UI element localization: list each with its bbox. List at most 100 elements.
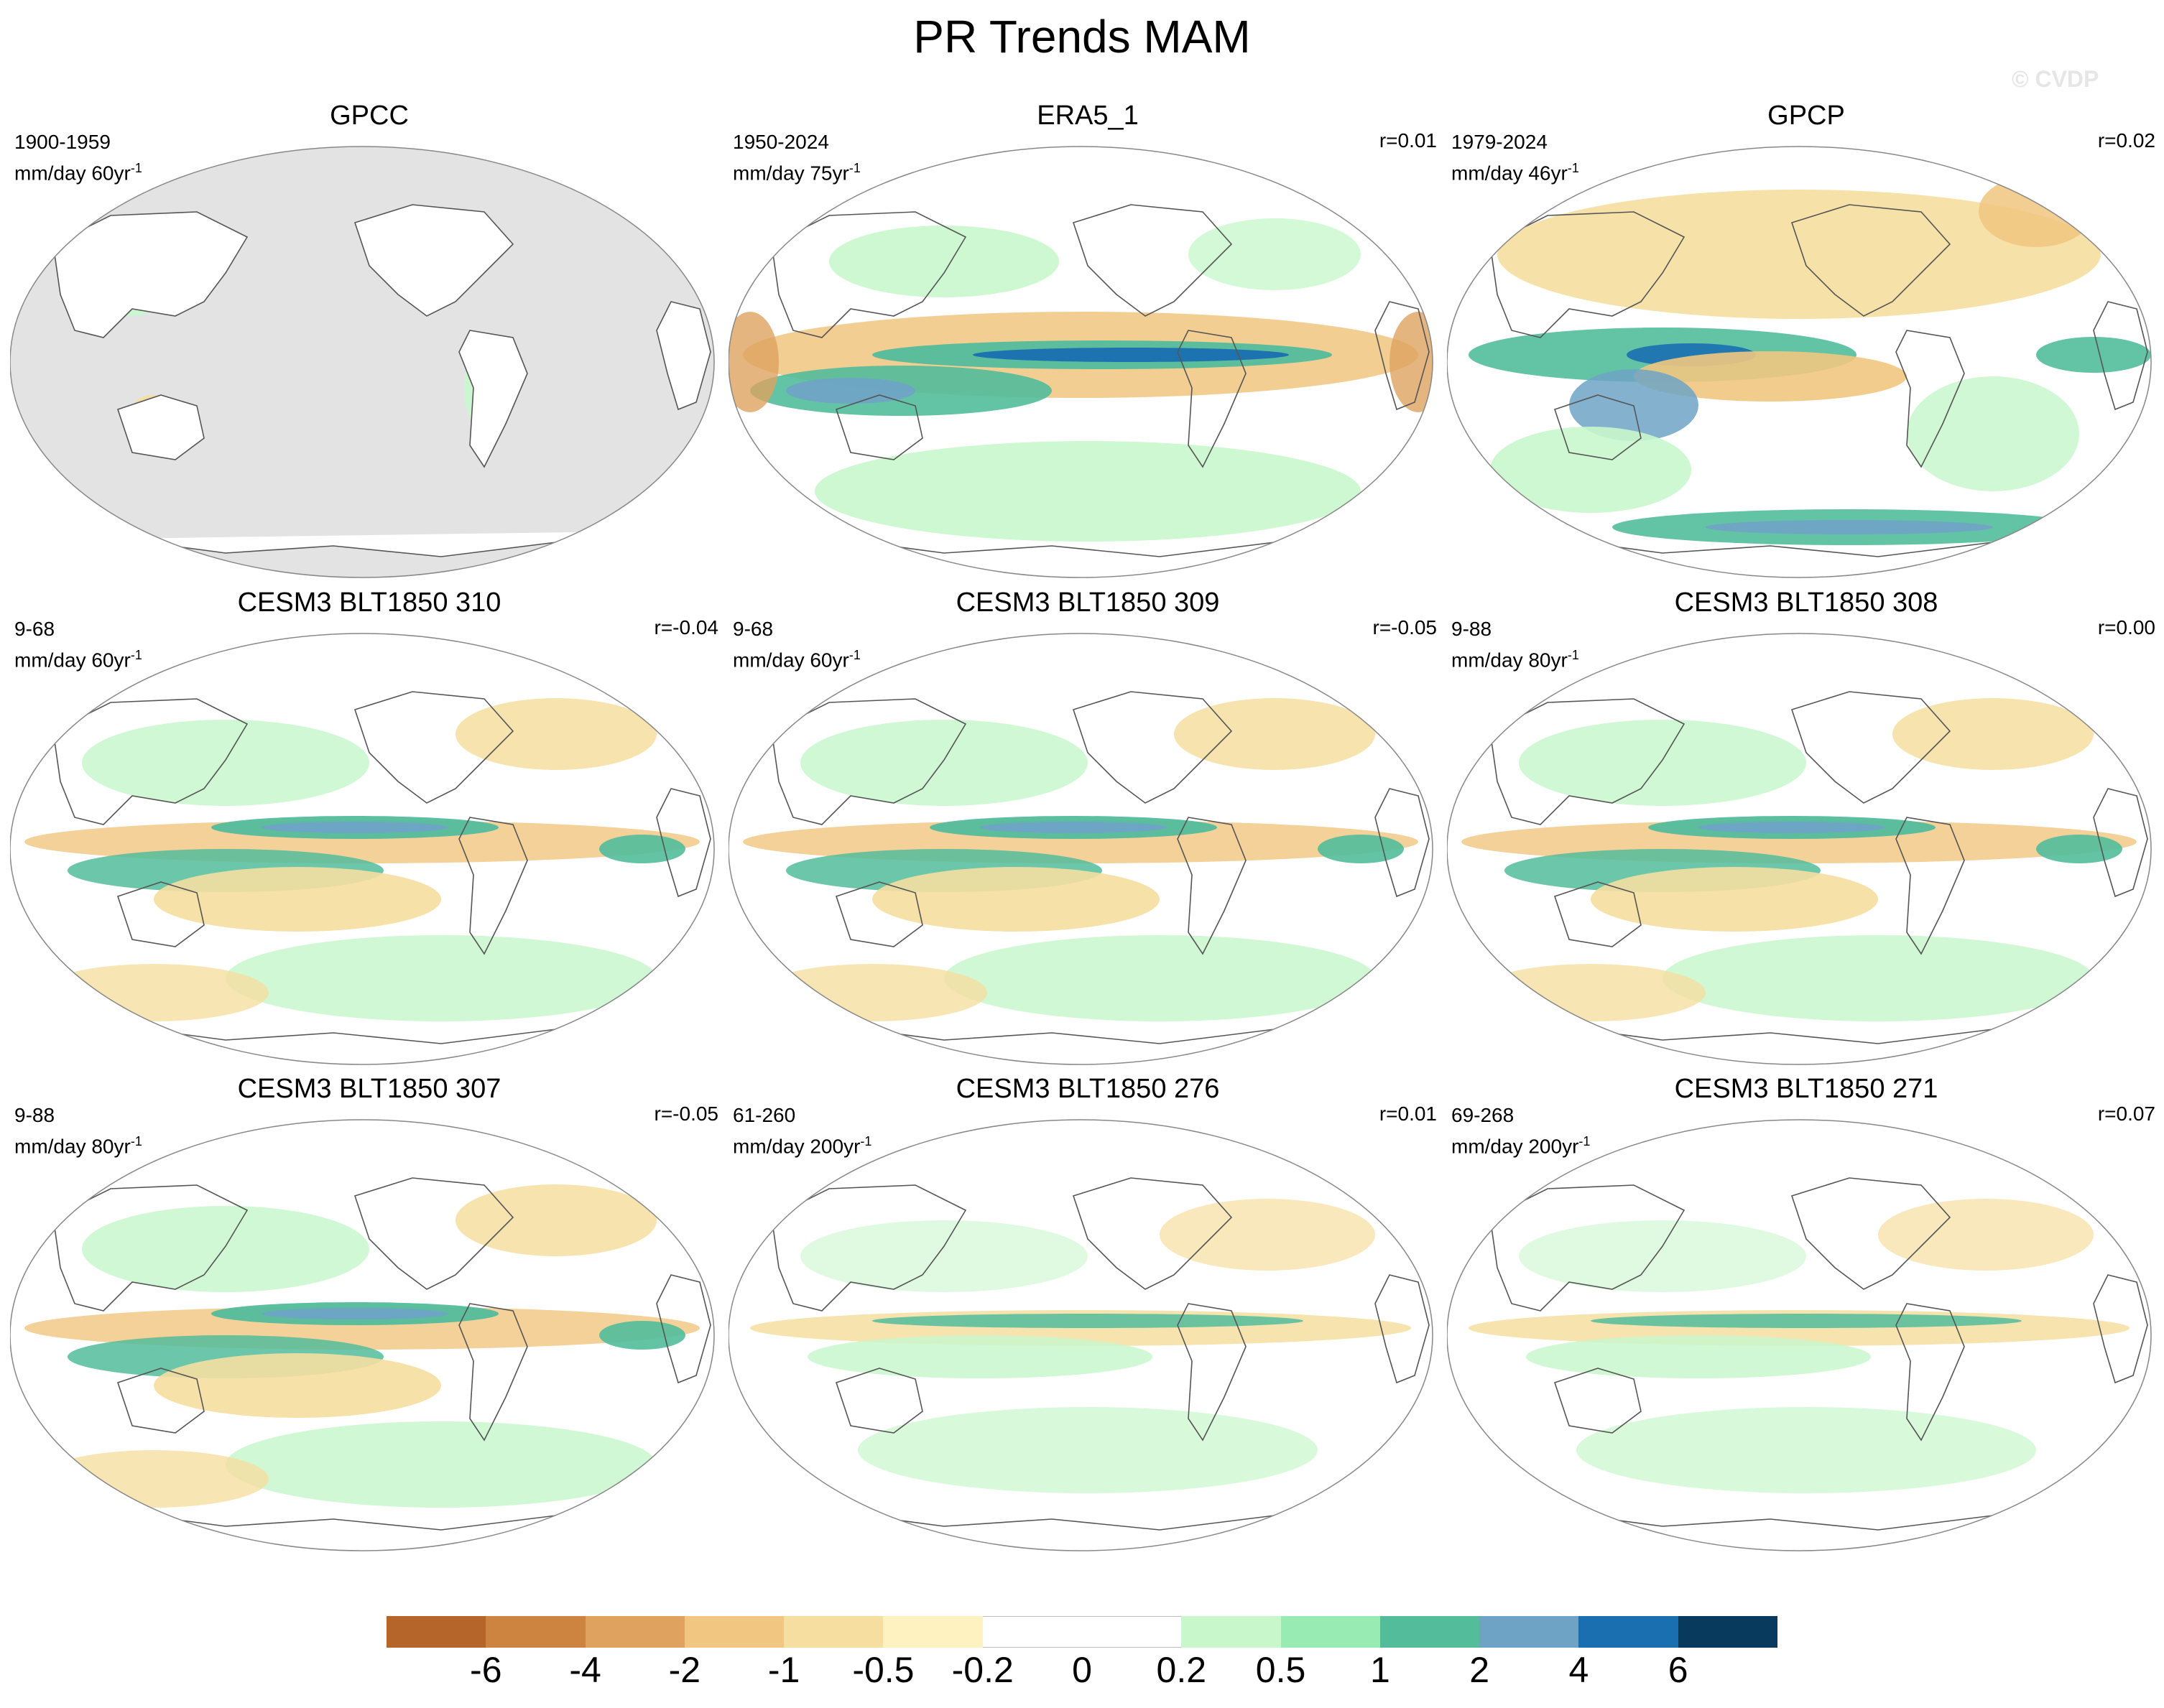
pattern-correlation: r=0.00 — [2097, 616, 2155, 639]
coastline — [1790, 691, 1951, 804]
panel-period: 1950-2024 mm/day 75yr-1 — [733, 131, 861, 185]
coastline — [1553, 1368, 1642, 1434]
map-ellipse — [729, 1119, 1433, 1551]
coastline — [1553, 394, 1642, 460]
panel-title: CESM3 BLT1850 309 — [956, 588, 1220, 618]
map-panel: CESM3 BLT1850 308 9-88 mm/day 80yr-1 r=0.00 — [1447, 588, 2164, 1073]
coastline — [2093, 301, 2148, 411]
coastline — [52, 698, 249, 825]
coastline — [1790, 204, 1951, 317]
panel-period: 9-88 mm/day 80yr-1 — [14, 1104, 142, 1158]
coastline — [771, 211, 967, 338]
colorbar-tick-label: 0 — [1072, 1650, 1092, 1690]
coastline — [835, 881, 923, 947]
colorbar-segment — [1678, 1616, 1778, 1648]
colorbar-tick-label: -6 — [470, 1650, 502, 1690]
coastline — [458, 1303, 528, 1442]
colorbar-tick-label: -0.2 — [951, 1650, 1014, 1690]
panel-title: CESM3 BLT1850 310 — [237, 588, 501, 618]
map-border — [10, 1119, 715, 1551]
colorbar-segment — [1379, 1616, 1480, 1648]
panel-title: CESM3 BLT1850 271 — [1674, 1074, 1938, 1104]
colorbar-tick-label: -2 — [668, 1650, 701, 1690]
colorbar-tick-label: 0.2 — [1156, 1650, 1207, 1690]
map-panel: GPCC 1900-1959 mm/day 60yr-1 — [10, 101, 729, 586]
coastline — [116, 1368, 205, 1434]
panel-period: 61-260 mm/day 200yr-1 — [733, 1104, 872, 1158]
coastline — [1177, 817, 1247, 955]
map-ellipse — [1447, 633, 2152, 1065]
map-border — [729, 146, 1433, 578]
coastline — [1374, 301, 1430, 411]
colorbar-segment — [784, 1616, 884, 1648]
colorbar-segment — [1578, 1616, 1679, 1648]
coastline — [1374, 1274, 1430, 1384]
coastline — [353, 691, 514, 804]
coastline — [1489, 1184, 1686, 1312]
coastline — [1177, 1303, 1247, 1442]
coastline — [458, 817, 528, 955]
colorbar — [387, 1616, 1778, 1648]
colorbar-tick-label: 0.5 — [1255, 1650, 1306, 1690]
colorbar-segment — [1181, 1616, 1282, 1648]
figure-title: PR Trends MAM — [913, 11, 1251, 62]
pattern-correlation: r=-0.04 — [654, 616, 719, 639]
colorbar-segment — [585, 1616, 685, 1648]
map-border — [1447, 1119, 2152, 1551]
coastline — [835, 1368, 923, 1434]
pattern-correlation: r=0.01 — [1379, 1103, 1437, 1125]
map-border — [1447, 146, 2152, 578]
pattern-correlation: r=-0.05 — [1372, 616, 1438, 639]
coastline — [2093, 1274, 2148, 1384]
coastline — [1072, 691, 1233, 804]
coastline — [353, 204, 514, 317]
coastline — [1072, 1177, 1233, 1290]
panel-period: 69-268 mm/day 200yr-1 — [1451, 1104, 1591, 1158]
coastline — [1895, 330, 1965, 468]
map-border — [1447, 633, 2152, 1065]
map-panel: CESM3 BLT1850 307 9-88 mm/day 80yr-1 r=-0.0… — [10, 1074, 729, 1559]
colorbar-tick-label: -4 — [569, 1650, 601, 1690]
panel-title: GPCC — [330, 101, 409, 131]
map-ellipse — [10, 633, 715, 1065]
coastline — [52, 211, 249, 338]
coastline — [656, 1274, 711, 1384]
coastline — [1895, 817, 1965, 955]
coastline — [771, 1184, 967, 1312]
map-border — [10, 146, 715, 578]
coastline — [116, 881, 205, 947]
coastline — [656, 301, 711, 411]
coastline — [656, 788, 711, 898]
panel-title: CESM3 BLT1850 276 — [956, 1074, 1220, 1104]
panel-title: ERA5_1 — [1037, 101, 1139, 131]
coastline — [2093, 788, 2148, 898]
pattern-correlation: r=-0.05 — [654, 1103, 719, 1125]
colorbar-tick-label: -1 — [767, 1650, 800, 1690]
panel-period: 1979-2024 mm/day 46yr-1 — [1451, 131, 1579, 185]
map-ellipse — [1447, 1119, 2152, 1551]
colorbar-tick-label: 4 — [1568, 1650, 1589, 1690]
map-panel: GPCP 1979-2024 mm/day 46yr-1 r=0.02 — [1447, 101, 2164, 586]
colorbar-segment — [982, 1616, 1083, 1648]
colorbar-segment — [684, 1616, 785, 1648]
coastline — [116, 394, 205, 460]
panel-period: 9-88 mm/day 80yr-1 — [1451, 618, 1579, 672]
coastline — [1895, 1303, 1965, 1442]
colorbar-tick-label: 2 — [1469, 1650, 1490, 1690]
panel-title: CESM3 BLT1850 308 — [1674, 588, 1938, 618]
map-panel: CESM3 BLT1850 309 9-68 mm/day 60yr-1 r=-0.0… — [729, 588, 1447, 1073]
coastline — [52, 1184, 249, 1312]
colorbar-tick-label: -0.5 — [852, 1650, 915, 1690]
cvdp-watermark: © CVDP — [2012, 66, 2099, 92]
colorbar-segment — [1280, 1616, 1381, 1648]
map-panel: ERA5_1 1950-2024 mm/day 75yr-1 r=0.01 — [729, 101, 1447, 586]
colorbar-tick-label: 6 — [1668, 1650, 1688, 1690]
panel-period: 9-68 mm/day 60yr-1 — [14, 618, 142, 672]
coastline — [1177, 330, 1247, 468]
map-ellipse — [10, 1119, 715, 1551]
panel-title: CESM3 BLT1850 307 — [237, 1074, 501, 1104]
map-ellipse — [10, 146, 715, 578]
pattern-correlation: r=0.07 — [2097, 1103, 2155, 1125]
map-panel: CESM3 BLT1850 271 69-268 mm/day 200yr-1 r=0… — [1447, 1074, 2164, 1559]
map-border — [10, 633, 715, 1065]
